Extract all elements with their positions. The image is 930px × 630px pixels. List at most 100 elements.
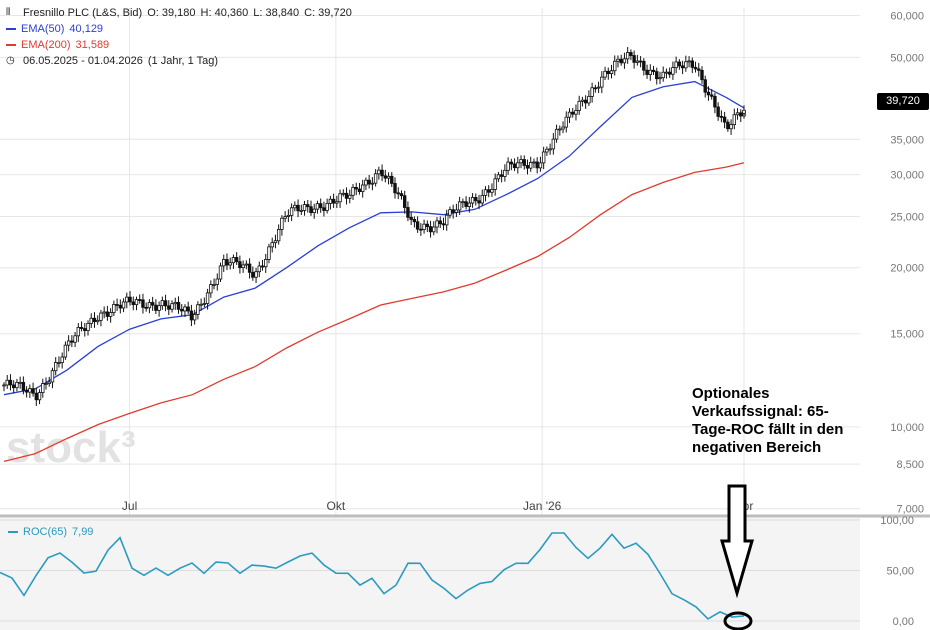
roc-legend: ROC(65) 7,99: [8, 526, 98, 538]
candle-body: [170, 303, 174, 310]
candle-body: [593, 87, 598, 90]
candle-body: [596, 86, 601, 89]
candle-body: [470, 197, 475, 204]
roc-value: 7,99: [72, 526, 94, 538]
candle-body: [613, 60, 617, 72]
candle-body: [309, 206, 313, 214]
candle-body: [690, 60, 694, 68]
candle-body: [234, 257, 239, 263]
candle-body: [538, 162, 543, 169]
y-tick-label: 35,000: [890, 134, 924, 146]
candle-body: [196, 304, 200, 315]
candle-body: [370, 182, 375, 185]
candle-body: [176, 302, 181, 310]
candle-body: [238, 261, 242, 269]
candle-body: [192, 314, 197, 321]
candle-body: [390, 175, 394, 184]
candle-body: [583, 99, 588, 104]
candle-body: [351, 187, 355, 196]
ema50-label: EMA(50): [21, 23, 65, 35]
candles: [2, 47, 746, 407]
candle-body: [716, 106, 720, 117]
close-value: C: 39,720: [304, 7, 352, 19]
date-range: 06.05.2025 - 01.04.2026: [23, 55, 143, 67]
candle-body: [625, 52, 630, 60]
candle-body: [2, 384, 6, 387]
candle-body: [635, 60, 640, 63]
candle-body: [108, 312, 113, 317]
candle-body: [99, 312, 103, 321]
candle-body: [270, 242, 274, 248]
candle-body: [483, 189, 488, 196]
candle-body: [435, 220, 439, 228]
candle-body: [257, 265, 261, 273]
candle-body: [141, 299, 145, 308]
x-tick-label: Jan '26: [523, 499, 562, 513]
candle-body: [567, 111, 572, 118]
candle-body: [150, 302, 155, 306]
candle-body: [642, 60, 646, 71]
low-value: L: 38,840: [253, 7, 300, 19]
candle-body: [490, 189, 494, 193]
candle-body: [742, 109, 746, 114]
candle-body: [409, 216, 413, 220]
x-tick-label: Okt: [327, 499, 346, 513]
candle-body: [516, 162, 520, 169]
candle-body: [357, 188, 362, 193]
candle-body: [509, 161, 514, 165]
candle-body: [554, 128, 559, 140]
candle-body: [73, 335, 77, 343]
candle-body: [18, 381, 22, 384]
candle-body: [138, 299, 142, 301]
candle-body: [112, 304, 116, 313]
candle-body: [432, 226, 436, 233]
candle-body: [21, 381, 26, 391]
sell-signal-annotation: Optionales Verkaufssignal: 65-Tage-ROC f…: [692, 385, 844, 456]
candle-body: [328, 198, 333, 204]
candle-body: [121, 301, 126, 309]
candle-body: [671, 67, 675, 75]
roc-swatch: [8, 531, 18, 533]
candle-body: [338, 193, 342, 203]
candle-body: [558, 128, 562, 131]
candle-body: [47, 381, 51, 384]
candle-body: [619, 58, 623, 64]
candle-body: [160, 300, 165, 307]
ema200-label: EMA(200): [21, 39, 71, 51]
candle-body: [289, 207, 294, 216]
candle-body: [260, 265, 265, 268]
candle-body: [487, 189, 491, 193]
candle-body: [464, 201, 468, 207]
candle-body: [713, 95, 717, 108]
ema50-series: [3, 80, 745, 396]
candlestick-icon: ⫴: [6, 7, 11, 18]
candle-body: [386, 175, 391, 179]
candle-body: [525, 165, 530, 169]
candle-body: [732, 114, 737, 125]
ema200-swatch: [6, 44, 16, 46]
candle-body: [189, 310, 194, 321]
candle-body: [522, 159, 526, 166]
candle-body: [180, 308, 184, 312]
candle-body: [677, 61, 682, 67]
candle-body: [393, 183, 397, 194]
y-tick-label: 15,000: [890, 329, 924, 341]
candle-body: [499, 174, 504, 177]
watermark: stock³: [6, 423, 136, 472]
y-tick-label: 60,000: [890, 11, 924, 23]
instrument-name: Fresnillo PLC (L&S, Bid): [23, 7, 143, 19]
candle-body: [306, 204, 310, 208]
candle-body: [222, 259, 226, 267]
candle-body: [105, 311, 110, 317]
candle-body: [503, 169, 507, 177]
candle-body: [561, 126, 565, 130]
candle-body: [380, 169, 384, 177]
candle-body: [474, 197, 478, 202]
y-tick-label: 10,000: [890, 422, 924, 434]
candle-body: [609, 70, 614, 75]
candle-body: [645, 69, 649, 75]
candle-body: [548, 148, 552, 151]
ema200-series: [3, 162, 745, 463]
